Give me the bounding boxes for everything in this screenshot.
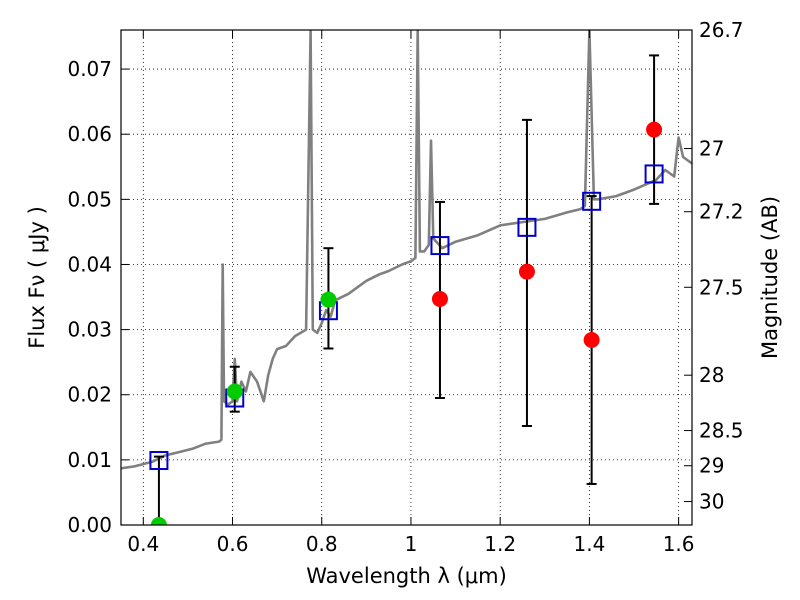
y-tick-label: 0.06 [67, 122, 112, 146]
x-tick-label: 0.4 [127, 532, 159, 556]
detection-point [226, 383, 243, 400]
model-square [644, 164, 664, 184]
error-bars [153, 54, 660, 525]
y-axis-label: Flux Fν ( μJy ) [25, 206, 49, 349]
y-tick-label: 0.02 [67, 383, 112, 407]
measurement-point [518, 263, 535, 280]
model-square [149, 451, 169, 471]
right-tick-label: 27 [699, 137, 724, 161]
x-axis-label: Wavelength λ (μm) [306, 564, 507, 588]
x-tick-label: 0.8 [306, 532, 338, 556]
y-tick-label: 0.05 [67, 187, 112, 211]
plot-frame [120, 29, 693, 526]
grid [121, 30, 692, 526]
axis-ticks: 0.4 0.6 0.8 1 1.2 1.4 1.6 0.00 0.01 0.02 0.03 0.04 0… [67, 18, 743, 556]
right-tick-label: 28 [699, 363, 724, 387]
right-tick-label: 27.5 [699, 275, 744, 299]
y-tick-label: 0.04 [67, 252, 112, 276]
x-tick-label: 0.6 [217, 532, 249, 556]
y-tick-label: 0.07 [67, 57, 112, 81]
model-spectrum [121, 30, 692, 470]
measurement-point [583, 332, 600, 349]
detection-point [320, 291, 337, 308]
right-tick-label: 29 [699, 454, 724, 478]
y-tick-label: 0.00 [67, 513, 112, 537]
y-tick-label: 0.01 [67, 448, 112, 472]
model-square [430, 236, 450, 256]
model-square [582, 191, 602, 211]
observed-photometry-points [150, 121, 663, 525]
right-tick-label: 28.5 [699, 419, 744, 443]
x-tick-label: 1.2 [484, 532, 516, 556]
x-tick-label: 1.4 [573, 532, 605, 556]
model-photometry-squares [149, 164, 664, 471]
right-tick-label: 30 [699, 490, 724, 514]
spectrum-line [121, 30, 692, 470]
measurement-point [431, 290, 448, 307]
right-tick-label: 27.2 [699, 200, 744, 224]
y-tick-label: 0.03 [67, 318, 112, 342]
measurement-point [646, 121, 663, 138]
right-axis-label: Magnitude (AB) [758, 196, 782, 359]
detection-point [150, 517, 167, 525]
x-tick-label: 1 [405, 532, 418, 556]
model-square [517, 217, 537, 237]
x-tick-label: 1.6 [663, 532, 695, 556]
right-tick-label: 26.7 [699, 18, 744, 42]
